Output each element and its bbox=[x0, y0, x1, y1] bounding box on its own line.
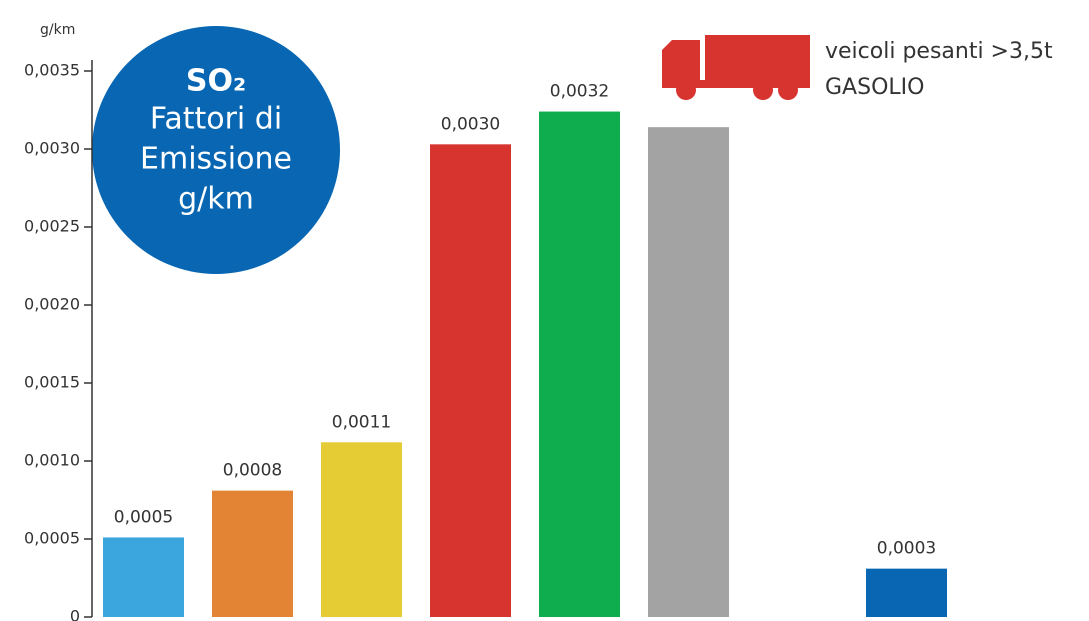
y-tick-label: 0,0030 bbox=[24, 139, 80, 158]
truck-cab bbox=[662, 40, 700, 85]
y-axis-label: g/km bbox=[40, 22, 75, 38]
chart-subtitle: Fattori di bbox=[150, 102, 282, 137]
value-label: 0,0005 bbox=[114, 507, 173, 527]
bar bbox=[103, 537, 184, 617]
truck-wheel bbox=[753, 80, 773, 100]
legend-label: GASOLIO bbox=[825, 75, 924, 100]
y-tick-label: 0 bbox=[70, 607, 80, 621]
truck-chassis bbox=[662, 80, 810, 88]
truck-icon bbox=[662, 35, 810, 100]
truck-wheel bbox=[676, 80, 696, 100]
legend-label: veicoli pesanti >3,5t bbox=[825, 39, 1053, 64]
chart-subtitle: Emissione bbox=[140, 142, 292, 177]
y-tick-label: 0,0020 bbox=[24, 295, 80, 314]
y-tick-label: 0,0025 bbox=[24, 217, 80, 236]
bar bbox=[539, 111, 620, 617]
truck-box bbox=[705, 35, 810, 85]
y-tick-label: 0,0005 bbox=[24, 529, 80, 548]
bar bbox=[648, 127, 729, 617]
truck-wheel bbox=[778, 80, 798, 100]
bar bbox=[212, 490, 293, 617]
value-label: 0,0032 bbox=[550, 82, 609, 102]
bar bbox=[866, 568, 947, 617]
y-tick-label: 0,0010 bbox=[24, 451, 80, 470]
y-tick-label: 0,0015 bbox=[24, 373, 80, 392]
chart-title: SO₂ bbox=[186, 64, 246, 99]
chart-subtitle: g/km bbox=[178, 182, 254, 217]
value-label: 0,0030 bbox=[441, 114, 500, 134]
bar bbox=[430, 144, 511, 617]
value-label: 0,0008 bbox=[223, 461, 282, 481]
value-label: 0,0011 bbox=[332, 412, 391, 432]
bar bbox=[321, 442, 402, 617]
title-badge bbox=[92, 26, 340, 274]
value-label: 0,0003 bbox=[877, 539, 936, 559]
y-tick-label: 0,0035 bbox=[24, 61, 80, 80]
